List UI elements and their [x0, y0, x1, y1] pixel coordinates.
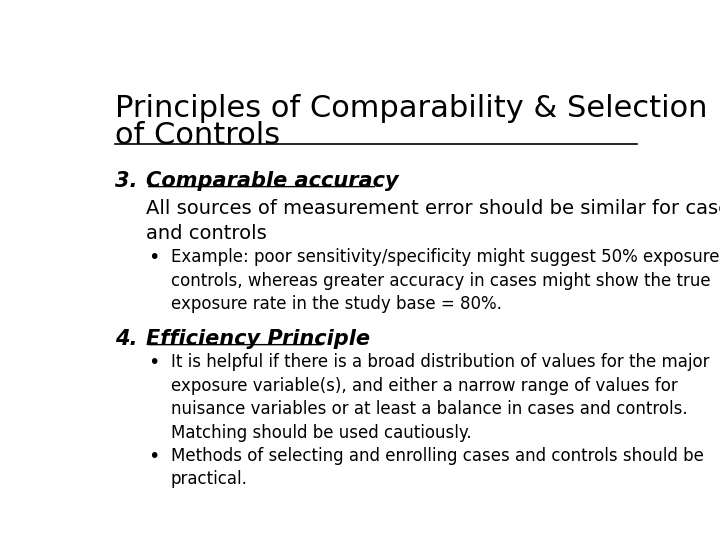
- Text: 4.: 4.: [115, 329, 138, 349]
- Text: Principles of Comparability & Selection: Principles of Comparability & Selection: [115, 94, 708, 123]
- Text: It is helpful if there is a broad distribution of values for the major
exposure : It is helpful if there is a broad distri…: [171, 353, 709, 442]
- Text: •: •: [148, 447, 160, 465]
- Text: All sources of measurement error should be similar for cases
and controls: All sources of measurement error should …: [145, 199, 720, 243]
- Text: Efficiency Principle: Efficiency Principle: [145, 329, 370, 349]
- Text: Methods of selecting and enrolling cases and controls should be
practical.: Methods of selecting and enrolling cases…: [171, 447, 703, 488]
- Text: Example: poor sensitivity/specificity might suggest 50% exposure in
controls, wh: Example: poor sensitivity/specificity mi…: [171, 248, 720, 313]
- Text: •: •: [148, 248, 160, 267]
- Text: 3.: 3.: [115, 171, 138, 191]
- Text: •: •: [148, 353, 160, 372]
- Text: Comparable accuracy: Comparable accuracy: [145, 171, 398, 191]
- Text: of Controls: of Controls: [115, 121, 280, 150]
